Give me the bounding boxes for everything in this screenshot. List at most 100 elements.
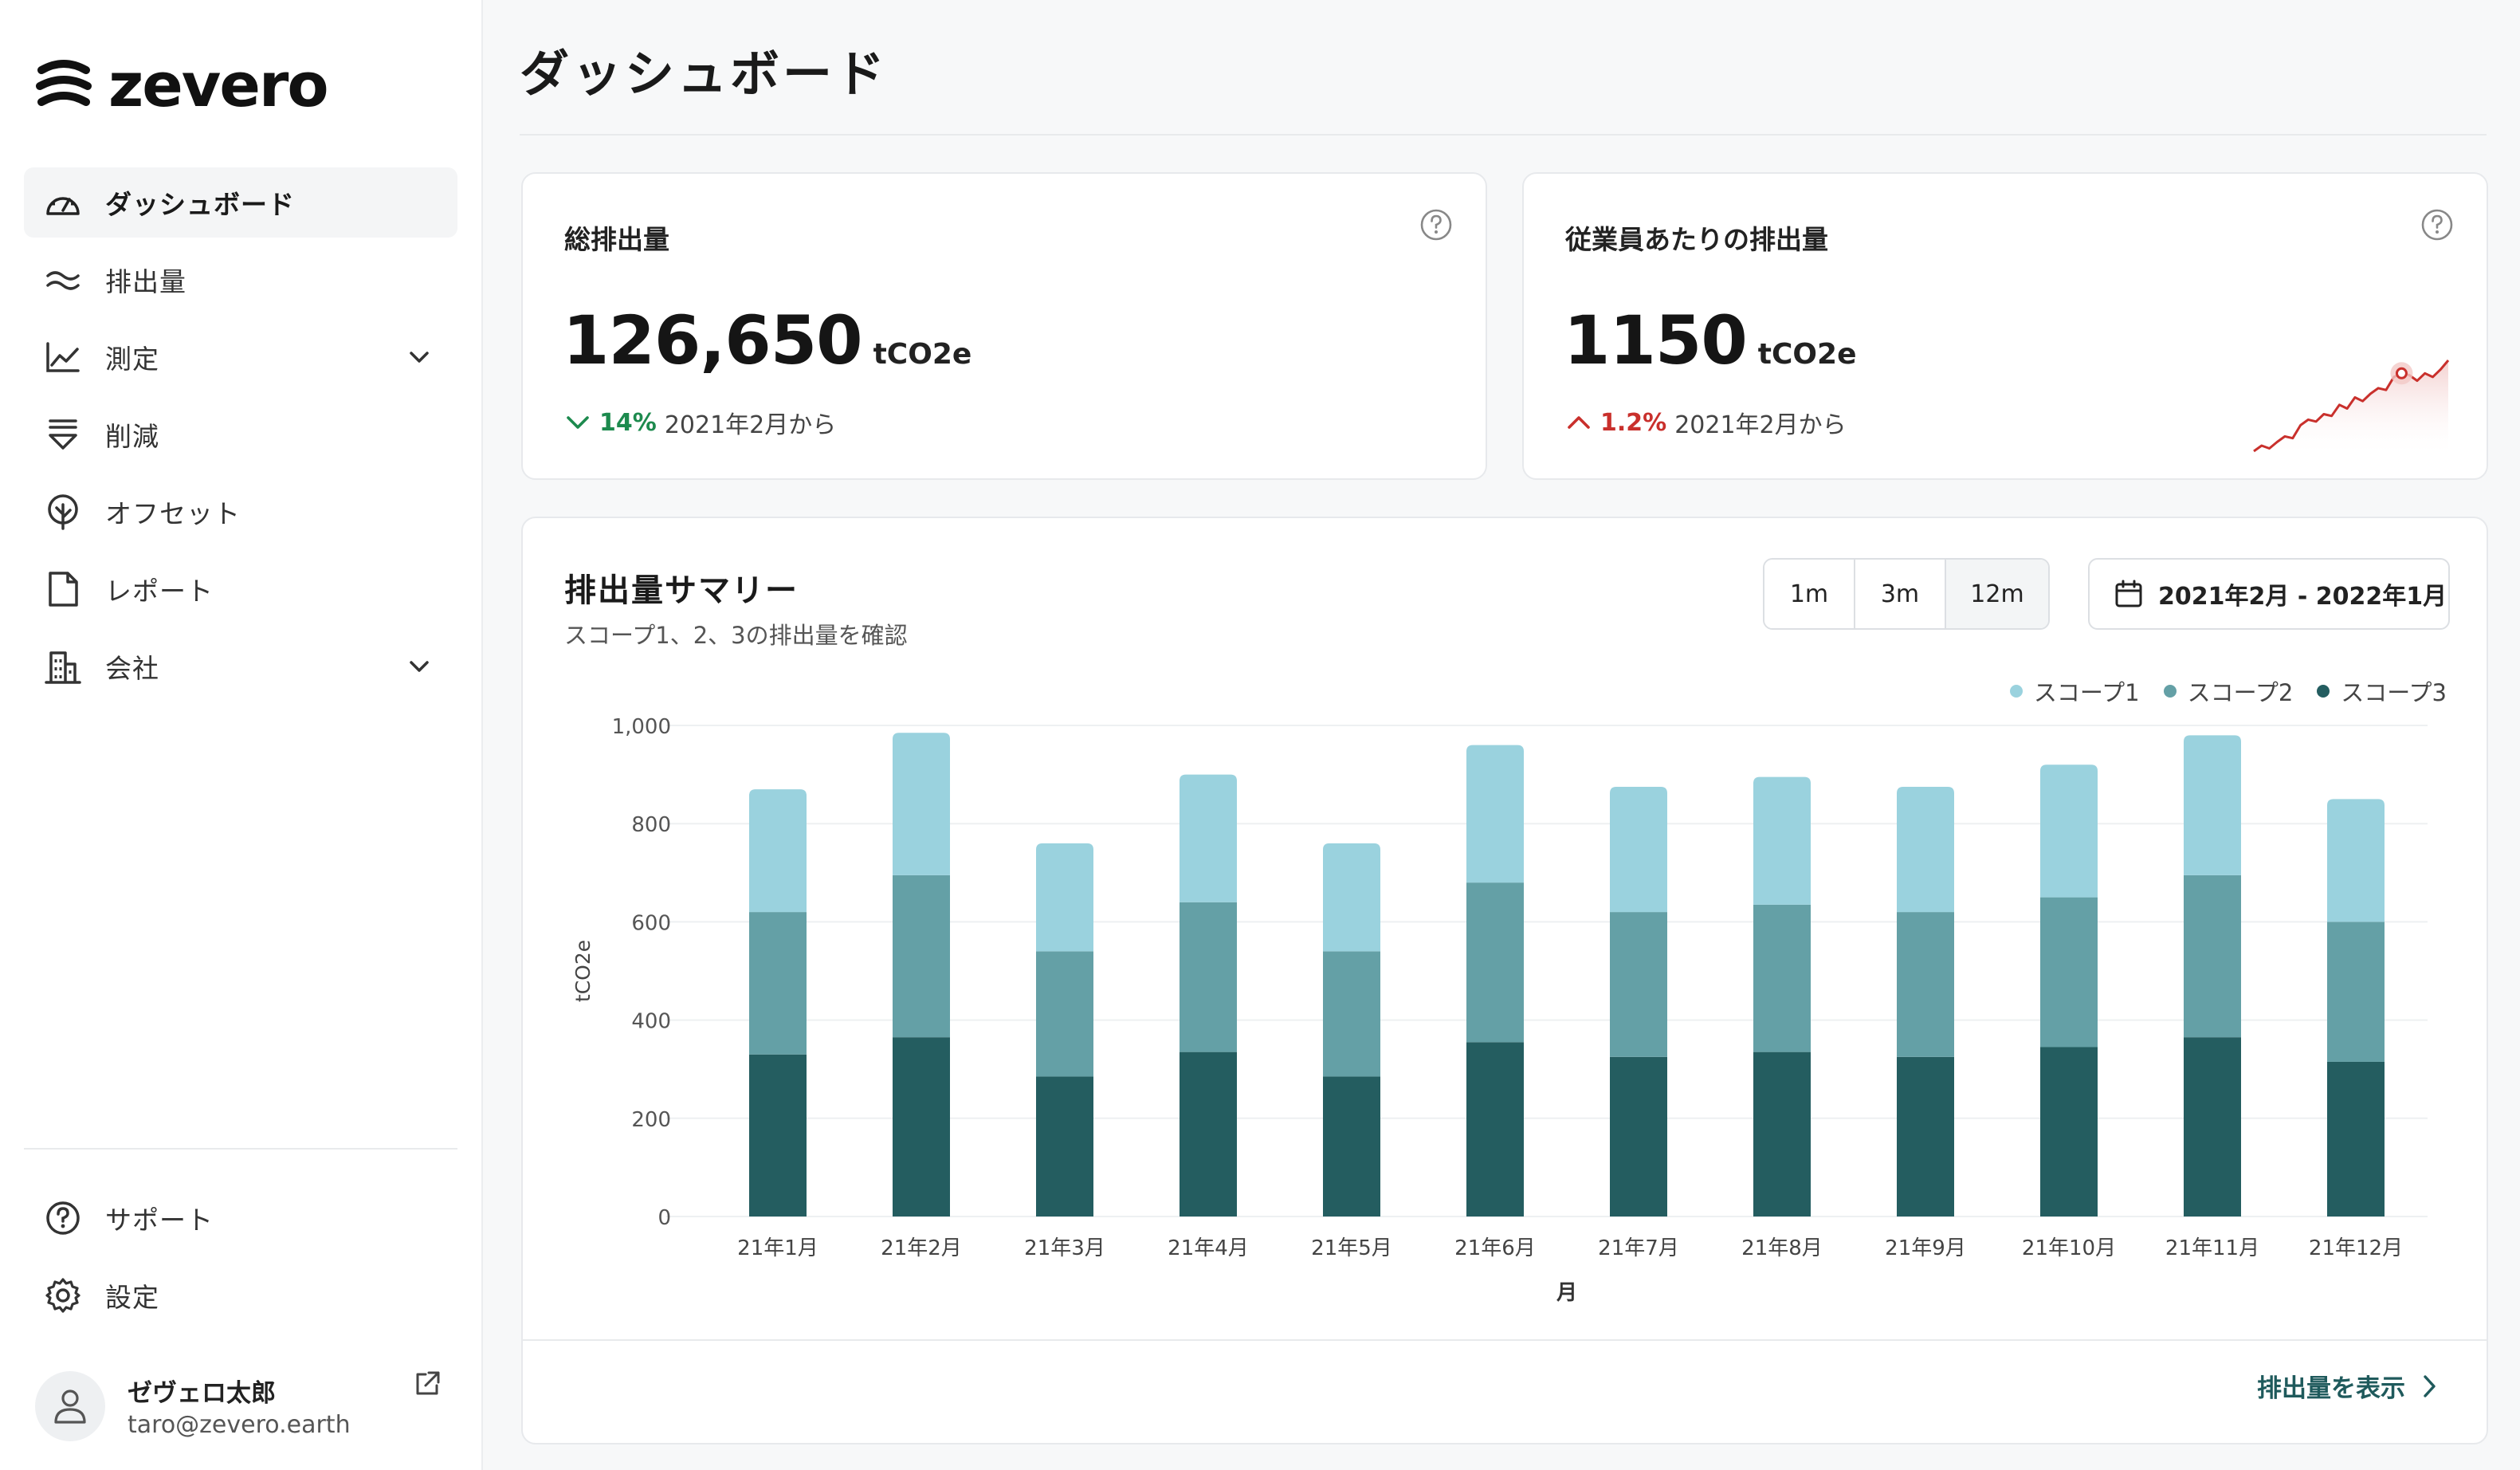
bar-stack[interactable] (1466, 745, 1524, 1216)
sidebar-item-support[interactable]: サポート (24, 1183, 457, 1253)
bar-segment[interactable] (2040, 1047, 2098, 1216)
kpi-unit: tCO2e (873, 338, 972, 371)
sidebar-item-company[interactable]: 会社 (24, 631, 457, 702)
bar-segment[interactable] (1753, 1051, 1811, 1216)
chart-legend: スコープ1 スコープ2 スコープ3 (2009, 674, 2447, 708)
bar-segment[interactable] (1897, 912, 1954, 1057)
bar-segment[interactable] (2184, 735, 2241, 875)
y-tick-label: 1,000 (612, 715, 671, 739)
bar-segment[interactable] (1466, 745, 1524, 883)
sidebar-item-reports[interactable]: レポート (24, 554, 457, 624)
legend-swatch (2009, 685, 2023, 698)
range-1m-button[interactable]: 1m (1764, 560, 1855, 628)
sparkline-line (2253, 360, 2450, 453)
bar-stack[interactable] (2184, 735, 2241, 1216)
summary-title: 排出量サマリー (564, 572, 799, 609)
date-range-label: 2021年2月 - 2022年1月 (2158, 583, 2447, 611)
bar-stack[interactable] (1323, 843, 1380, 1216)
document-icon (43, 569, 83, 609)
bar-segment[interactable] (1036, 1076, 1093, 1216)
bar-segment[interactable] (1610, 1056, 1667, 1216)
bar-segment[interactable] (2327, 1061, 2385, 1216)
sparkline (2253, 360, 2450, 458)
bar-segment[interactable] (893, 1037, 950, 1216)
bar-segment[interactable] (1180, 774, 1237, 902)
bar-segment[interactable] (1897, 787, 1954, 913)
bar-segment[interactable] (1323, 1076, 1380, 1216)
bar-segment[interactable] (1323, 843, 1380, 952)
help-icon[interactable] (2420, 207, 2455, 242)
bar-segment[interactable] (1180, 902, 1237, 1052)
bar-stack[interactable] (2327, 799, 2385, 1216)
bar-segment[interactable] (1897, 1056, 1954, 1216)
bar-segment[interactable] (893, 875, 950, 1038)
kpi-label: 総排出量 (564, 224, 669, 255)
bar-stack[interactable] (1753, 776, 1811, 1216)
bar-stack[interactable] (1610, 787, 1667, 1216)
external-link-icon[interactable] (411, 1368, 443, 1400)
user-profile[interactable]: ゼヴェロ太郎 taro@zevero.earth (35, 1368, 449, 1448)
bar-segment[interactable] (1753, 904, 1811, 1052)
kpi-delta-text: 2021年2月から (664, 411, 837, 439)
bar-segment[interactable] (1466, 882, 1524, 1043)
bar-stack[interactable] (1180, 774, 1237, 1216)
bar-stack[interactable] (2040, 764, 2098, 1216)
sidebar-item-measure[interactable]: 測定 (24, 322, 457, 392)
sidebar-item-offset[interactable]: オフセット (24, 477, 457, 547)
sidebar-item-dashboard[interactable]: ダッシュボード (24, 167, 457, 238)
kpi-delta-percent: 14% (599, 408, 657, 437)
bar-segment[interactable] (1036, 843, 1093, 952)
bar-segment[interactable] (749, 1054, 807, 1216)
calendar-icon (2115, 580, 2142, 607)
bar-segment[interactable] (2040, 764, 2098, 898)
bar-segment[interactable] (1466, 1042, 1524, 1216)
sidebar-item-reduce[interactable]: 削減 (24, 399, 457, 470)
bar-stack[interactable] (1897, 787, 1954, 1216)
range-toggle: 1m 3m 12m (1763, 558, 2050, 630)
date-range-picker[interactable]: 2021年2月 - 2022年1月 (2088, 558, 2450, 630)
range-3m-button[interactable]: 3m (1855, 560, 1946, 628)
view-emissions-link[interactable]: 排出量を表示 (2257, 1368, 2439, 1404)
kpi-card-total-emissions: 総排出量 126,650 tCO2e 14% 2021年2月から (521, 172, 1487, 480)
y-tick-label: 400 (631, 1010, 671, 1034)
brand-logo[interactable]: zevero (35, 49, 329, 120)
title-divider (520, 134, 2487, 136)
bar-stack[interactable] (1036, 843, 1093, 1216)
bar-segment[interactable] (1180, 1051, 1237, 1216)
kpi-delta-percent: 1.2% (1600, 408, 1667, 437)
bar-segment[interactable] (2040, 897, 2098, 1047)
bar-segment[interactable] (749, 789, 807, 913)
sidebar-item-settings[interactable]: 設定 (24, 1260, 457, 1330)
chevron-down-icon[interactable] (405, 652, 434, 681)
bar-segment[interactable] (2184, 1037, 2241, 1216)
help-icon[interactable] (1419, 207, 1454, 242)
line-chart-icon (43, 337, 83, 377)
kpi-delta: 14% 2021年2月から (564, 405, 836, 440)
bar-segment[interactable] (2184, 875, 2241, 1038)
page-title: ダッシュボード (520, 45, 889, 103)
bar-segment[interactable] (1323, 951, 1380, 1077)
bar-stack[interactable] (749, 789, 807, 1216)
x-tick-label: 21年5月 (1311, 1236, 1392, 1260)
range-12m-button[interactable]: 12m (1946, 560, 2048, 628)
y-tick-label: 0 (657, 1206, 671, 1230)
sparkline-point (2395, 367, 2408, 379)
bar-segment[interactable] (1610, 787, 1667, 913)
waves-icon (43, 260, 83, 300)
chevron-down-icon[interactable] (405, 343, 434, 371)
sidebar-item-label: 削減 (105, 421, 159, 452)
bar-segment[interactable] (2327, 922, 2385, 1062)
kpi-unit: tCO2e (1757, 338, 1857, 371)
bar-segment[interactable] (749, 912, 807, 1055)
bar-segment[interactable] (1036, 951, 1093, 1077)
y-tick-label: 800 (631, 813, 671, 837)
bar-segment[interactable] (893, 733, 950, 875)
bar-segment[interactable] (2327, 799, 2385, 922)
sidebar-item-emissions[interactable]: 排出量 (24, 245, 457, 315)
bar-segment[interactable] (1610, 912, 1667, 1057)
bar-stack[interactable] (893, 733, 950, 1216)
user-icon (54, 1389, 86, 1424)
legend-label: スコープ2 (2187, 679, 2294, 706)
bar-segment[interactable] (1753, 776, 1811, 905)
legend-item: スコープ3 (2317, 674, 2447, 708)
